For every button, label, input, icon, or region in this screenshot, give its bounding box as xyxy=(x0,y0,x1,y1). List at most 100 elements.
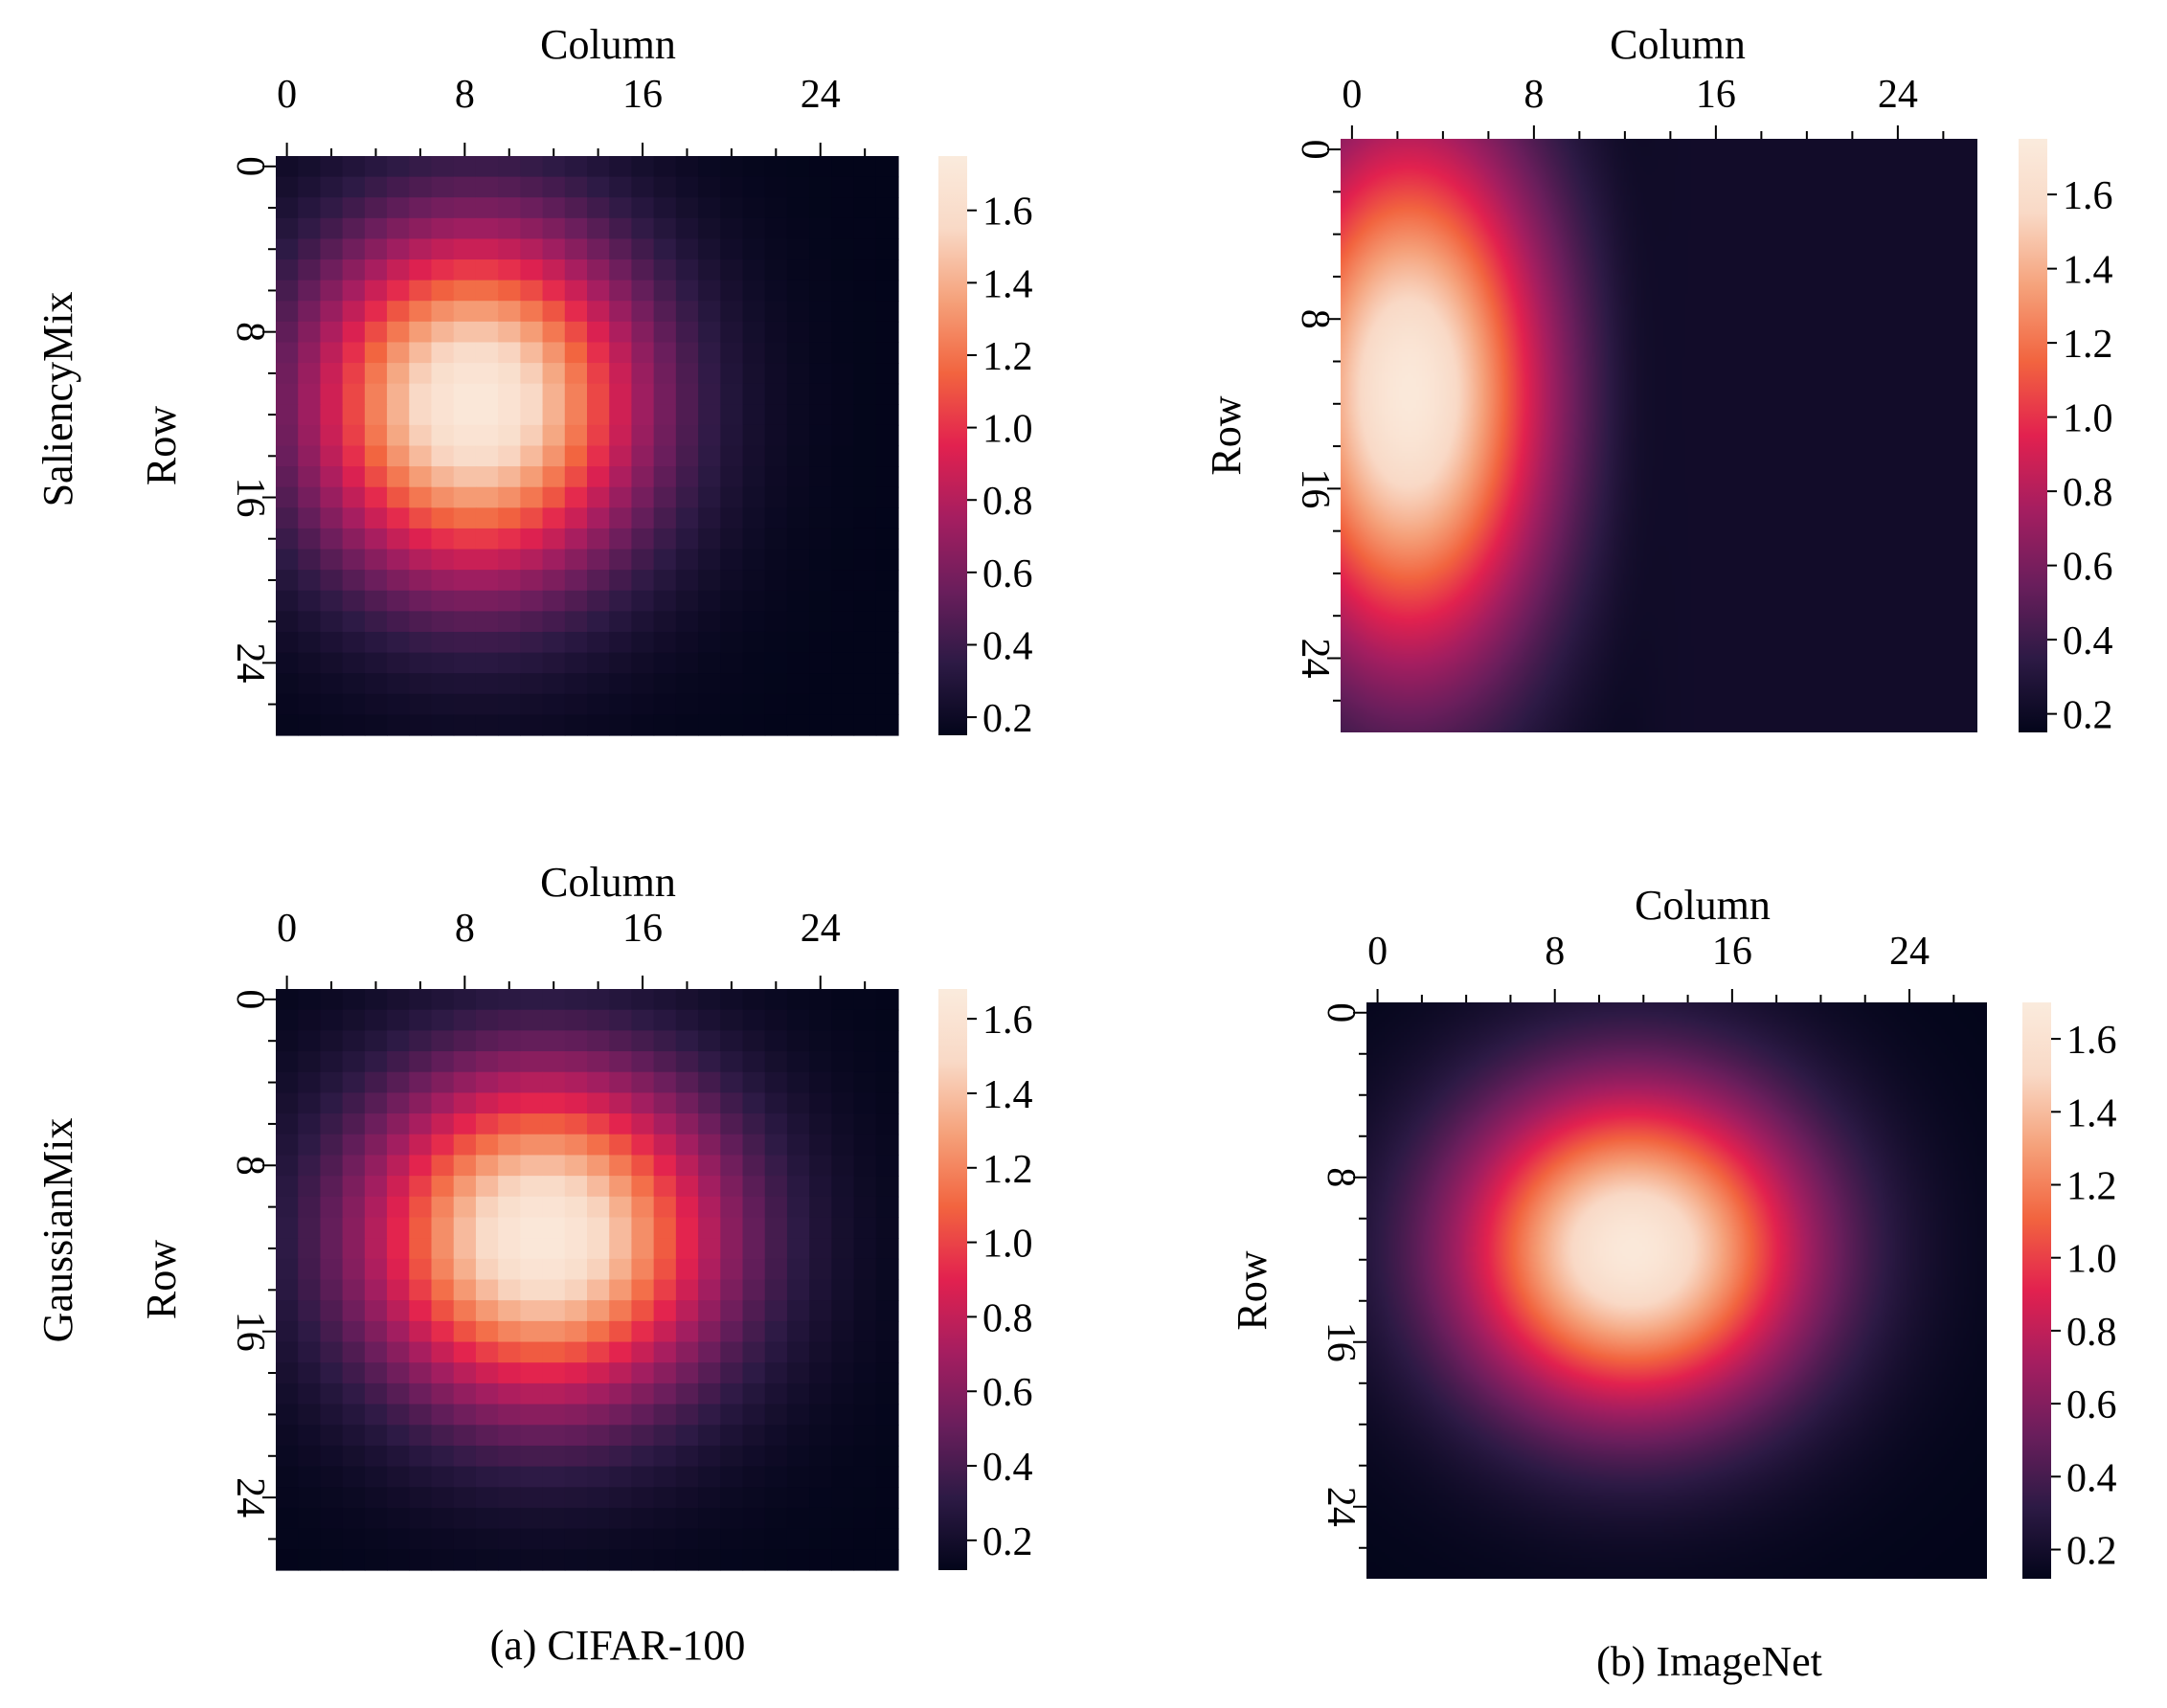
heatmap-cell xyxy=(564,238,588,260)
heatmap-cell xyxy=(409,1071,433,1093)
heatmap-cell xyxy=(498,570,521,592)
heatmap-cell xyxy=(786,217,810,240)
heatmap-cell xyxy=(387,342,410,364)
heatmap-cell xyxy=(564,1009,588,1031)
heatmap-cell xyxy=(831,1009,855,1031)
heatmap-cell xyxy=(764,259,788,281)
heatmap-cell xyxy=(653,1445,677,1468)
heatmap-cell xyxy=(320,156,344,178)
heatmap-cell xyxy=(520,197,544,219)
heatmap-cell xyxy=(875,259,899,281)
heatmap-cell xyxy=(742,1341,766,1363)
heatmap-cell xyxy=(720,570,744,592)
heatmap-cell xyxy=(298,989,322,1011)
heatmap-cell xyxy=(564,1217,588,1239)
heatmap-cell xyxy=(498,1466,521,1488)
heatmap-cell xyxy=(431,1362,455,1384)
heatmap-cell xyxy=(587,673,610,695)
heatmap-cell xyxy=(409,1258,433,1281)
heatmap-cell xyxy=(675,424,699,447)
heatmap-cell xyxy=(342,1071,366,1093)
heatmap-cell xyxy=(875,486,899,508)
heatmap-cell xyxy=(587,693,610,715)
heatmap-cell xyxy=(342,570,366,592)
heatmap-cell xyxy=(409,301,433,323)
heatmap-cell xyxy=(698,1238,721,1260)
heatmap-cell xyxy=(298,1092,322,1114)
heatmap-cell xyxy=(498,1528,521,1550)
heatmap-cell xyxy=(387,363,410,385)
heatmap-cell xyxy=(342,321,366,344)
heatmap-cell xyxy=(276,1217,299,1239)
heatmap-cell xyxy=(831,1528,855,1550)
heatmap-cell xyxy=(609,1549,633,1571)
heatmap-cell xyxy=(742,1196,766,1219)
heatmap-cell xyxy=(342,1549,366,1571)
heatmap-cell xyxy=(342,528,366,551)
heatmap-cell xyxy=(675,693,699,715)
heatmap-cell xyxy=(298,217,322,240)
heatmap-cell xyxy=(675,238,699,260)
heatmap-cell xyxy=(809,1487,832,1509)
heatmap-cell xyxy=(587,1113,610,1135)
heatmap-panel-cifar100-gaussianmix: 0 8 16 24081624ColumnRow1.61.41.21.00.80.60… xyxy=(138,859,1033,1571)
heatmap-cell xyxy=(764,466,788,488)
colorbar-tick-label: 0.4 xyxy=(2066,1456,2117,1500)
heatmap-cell xyxy=(809,611,832,633)
heatmap-cell xyxy=(364,590,388,612)
heatmap-cell xyxy=(786,507,810,529)
heatmap-cell xyxy=(453,673,477,695)
heatmap-cell xyxy=(520,383,544,405)
heatmap-cell xyxy=(387,1238,410,1260)
heatmap-cell xyxy=(298,1238,322,1260)
heatmap-cell xyxy=(498,217,521,240)
y-tick-label: 16 xyxy=(228,478,272,518)
colorbar-gradient xyxy=(938,156,967,735)
heatmap-cell xyxy=(809,486,832,508)
heatmap-cell xyxy=(431,1425,455,1447)
heatmap-cell xyxy=(387,693,410,715)
heatmap-cell xyxy=(364,611,388,633)
heatmap-cell xyxy=(320,1258,344,1281)
heatmap-cell xyxy=(364,383,388,405)
heatmap-cell xyxy=(387,1258,410,1281)
heatmap-cell xyxy=(475,363,499,385)
heatmap-cell xyxy=(475,259,499,281)
heatmap-cell xyxy=(320,1300,344,1322)
heatmap-cell xyxy=(609,1300,633,1322)
heatmap-cell xyxy=(875,1549,899,1571)
heatmap-cell xyxy=(475,1362,499,1384)
heatmap-cell xyxy=(364,1238,388,1260)
heatmap-cell xyxy=(631,301,655,323)
heatmap-cell xyxy=(387,570,410,592)
heatmap-cell xyxy=(653,549,677,571)
heatmap-cell xyxy=(342,714,366,736)
heatmap-cell xyxy=(786,321,810,344)
heatmap-cell xyxy=(875,528,899,551)
heatmap-cell xyxy=(831,197,855,219)
heatmap-cell xyxy=(720,217,744,240)
heatmap-cell xyxy=(542,1030,566,1052)
heatmap-cell xyxy=(631,1445,655,1468)
heatmap-cell xyxy=(320,1279,344,1301)
heatmap-cell xyxy=(298,1258,322,1281)
heatmap-cell xyxy=(875,197,899,219)
heatmap-cell xyxy=(631,1404,655,1426)
heatmap-cell xyxy=(564,259,588,281)
heatmap-cell xyxy=(320,528,344,551)
heatmap-cell xyxy=(809,1071,832,1093)
heatmap-cell xyxy=(764,1238,788,1260)
heatmap-cell xyxy=(675,1238,699,1260)
heatmap-cell xyxy=(298,486,322,508)
heatmap-cell xyxy=(675,1051,699,1073)
heatmap-cell xyxy=(320,404,344,426)
heatmap-cell xyxy=(542,1341,566,1363)
heatmap-cell xyxy=(453,1092,477,1114)
heatmap-cell xyxy=(542,1009,566,1031)
heatmap-cell xyxy=(764,611,788,633)
heatmap-cell xyxy=(831,1217,855,1239)
heatmap-cell xyxy=(298,197,322,219)
heatmap-cell xyxy=(498,280,521,302)
heatmap-cell xyxy=(498,238,521,260)
heatmap-cell xyxy=(498,714,521,736)
